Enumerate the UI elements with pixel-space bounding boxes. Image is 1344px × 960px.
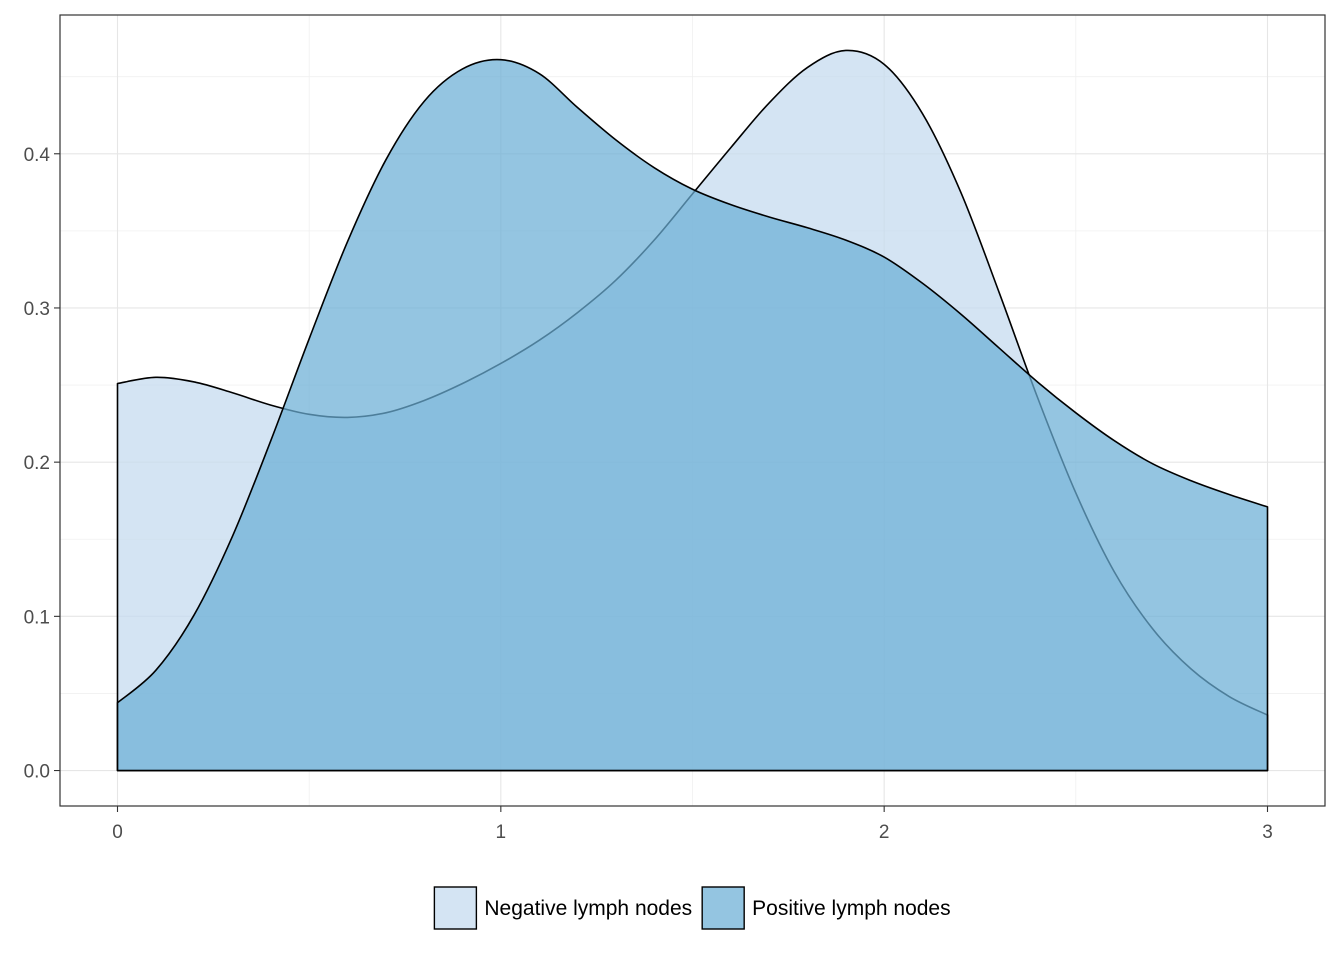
x-tick-label: 3 [1262, 822, 1273, 843]
legend-key-positive [701, 886, 745, 930]
x-tick-label: 1 [496, 822, 507, 843]
legend-label-positive: Positive lymph nodes [752, 897, 950, 920]
x-tick-label: 2 [879, 822, 890, 843]
panel-border [59, 14, 1326, 807]
legend: Negative lymph nodes Positive lymph nodes [433, 886, 951, 930]
y-tick-label: 0.0 [24, 762, 50, 783]
density-area-positive [116, 58, 1269, 772]
y-tick-label: 0.3 [24, 299, 50, 320]
legend-label-negative: Negative lymph nodes [484, 897, 692, 920]
y-tick-label: 0.4 [24, 145, 51, 166]
x-tick-label: 0 [112, 822, 123, 843]
y-tick-label: 0.2 [24, 453, 50, 474]
axes: 0 1 2 3 0.0 0.1 0.2 0.3 0.4 [24, 145, 1273, 843]
y-tick-label: 0.1 [24, 607, 50, 628]
legend-key-negative [433, 886, 478, 930]
density-areas [116, 49, 1269, 772]
